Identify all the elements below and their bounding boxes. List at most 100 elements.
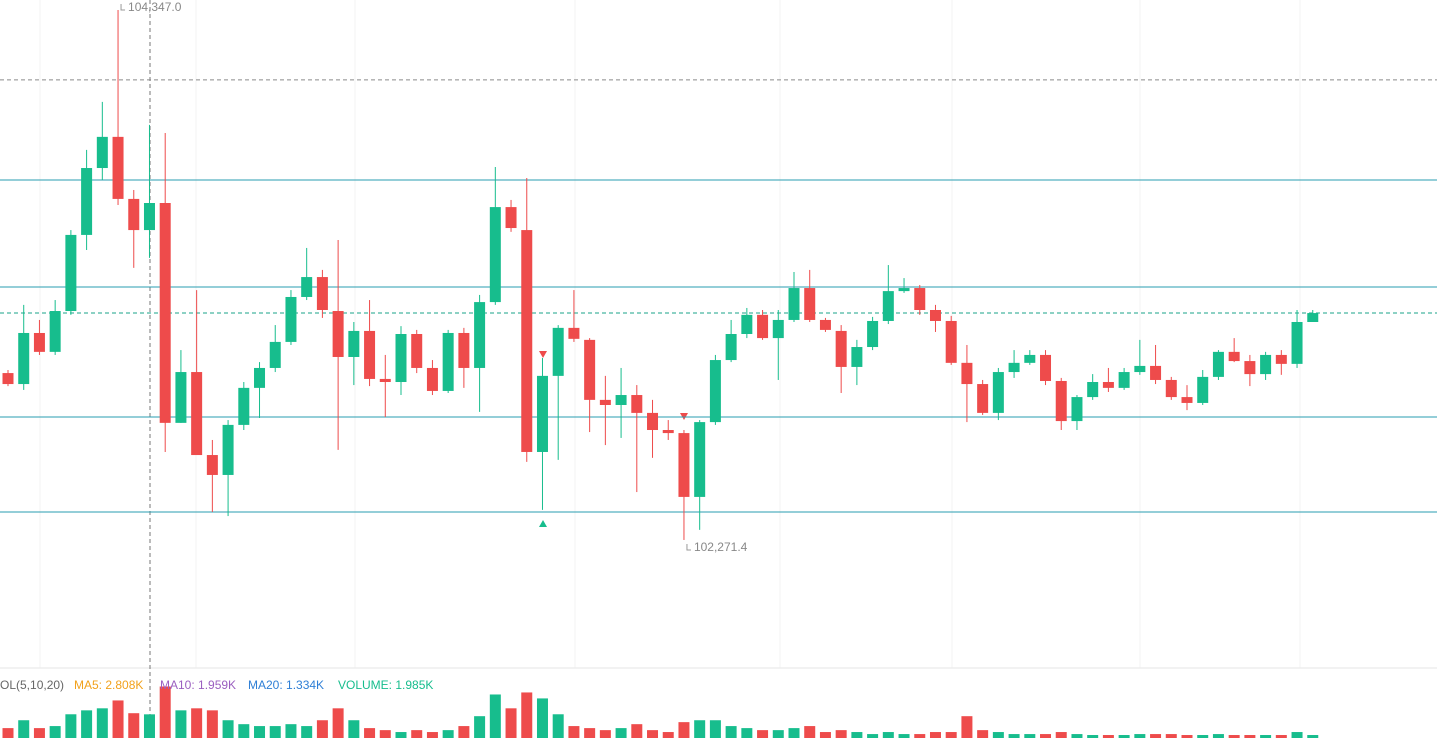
candle-body	[285, 296, 297, 342]
volume-bar	[33, 728, 45, 738]
volume-bar	[1102, 735, 1114, 738]
volume-bar	[1071, 734, 1083, 738]
candle-body	[804, 288, 816, 320]
volume-bar	[772, 730, 784, 738]
volume-bar	[458, 726, 470, 738]
volume-legend: MA5: 2.808K	[74, 678, 143, 692]
candle-body	[112, 136, 124, 199]
volume-bar	[206, 710, 218, 738]
volume-bar	[929, 732, 941, 738]
candle-body	[426, 367, 438, 391]
volume-bar	[741, 728, 753, 738]
candle-body	[788, 288, 800, 320]
volume-bar	[1181, 735, 1193, 738]
volume-bar	[332, 708, 344, 738]
volume-bar	[662, 732, 674, 738]
candle-body	[1212, 351, 1224, 377]
volume-bar	[1165, 734, 1177, 738]
volume-bar	[961, 716, 973, 738]
volume-bar	[1307, 735, 1319, 738]
volume-bar	[269, 726, 281, 738]
volume-bar	[1024, 734, 1036, 738]
candle-body	[694, 422, 706, 497]
candle-body	[757, 314, 769, 339]
candle-body	[364, 330, 376, 379]
candle-body	[442, 332, 454, 391]
volume-bar	[584, 728, 596, 738]
candle-body	[206, 455, 218, 475]
candle-body	[474, 302, 486, 368]
candle-body	[1150, 365, 1162, 380]
volume-bar	[222, 720, 234, 738]
candle-body	[568, 327, 580, 339]
candle-body	[599, 399, 611, 405]
candle-body	[521, 230, 533, 452]
candle-body	[945, 320, 957, 363]
volume-bar	[143, 714, 155, 738]
volume-bar	[552, 714, 564, 738]
candle-body	[961, 362, 973, 385]
volume-bar	[128, 713, 140, 738]
volume-bar	[977, 730, 989, 738]
candle-body	[1275, 354, 1287, 364]
volume-bar	[1134, 734, 1146, 738]
candle-body	[128, 198, 140, 231]
volume-bar	[521, 692, 533, 738]
candle-body	[725, 334, 737, 361]
volume-bar	[694, 720, 706, 738]
volume-bar	[757, 730, 769, 738]
candle-body	[379, 378, 391, 383]
volume-bar	[411, 730, 423, 738]
volume-bar	[898, 734, 910, 738]
volume-bar	[631, 724, 643, 738]
candle-body	[411, 334, 423, 368]
candle-body	[615, 395, 627, 405]
volume-bar	[536, 698, 548, 738]
candle-body	[631, 395, 643, 413]
volume-bar	[254, 726, 266, 738]
candle-body	[33, 332, 45, 352]
volume-bar	[819, 732, 831, 738]
volume-bar	[709, 720, 721, 738]
candle-body	[1118, 372, 1130, 388]
volume-bar	[1228, 735, 1240, 738]
candle-body	[977, 384, 989, 413]
candle-body	[2, 373, 14, 385]
candle-body	[505, 207, 517, 229]
candle-body	[18, 332, 30, 385]
volume-bar	[18, 720, 30, 738]
volume-bar	[1275, 735, 1287, 738]
volume-bar	[489, 694, 501, 738]
volume-bar	[1008, 734, 1020, 738]
volume-bar	[615, 728, 627, 738]
candle-body	[929, 309, 941, 321]
volume-bar	[159, 686, 171, 738]
candle-body	[772, 319, 784, 339]
volume-bar	[725, 726, 737, 738]
candle-body	[1071, 397, 1083, 422]
candle-body	[316, 277, 328, 310]
candle-body	[851, 347, 863, 367]
volume-bar	[1087, 735, 1099, 738]
candle-body	[348, 330, 360, 357]
candle-body	[678, 433, 690, 497]
volume-bar	[992, 732, 1004, 738]
volume-bar	[647, 730, 659, 738]
candle-body	[882, 291, 894, 321]
candle-body	[867, 320, 879, 348]
candle-body	[175, 372, 187, 423]
candle-body	[914, 288, 926, 310]
candle-body	[489, 207, 501, 303]
volume-bar	[1197, 735, 1209, 738]
candle-body	[1087, 382, 1099, 398]
candle-body	[238, 387, 250, 425]
volume-bar	[348, 720, 360, 738]
volume-bar	[301, 726, 313, 738]
volume-bar	[364, 728, 376, 738]
volume-bar	[191, 708, 203, 738]
volume-bar	[1040, 734, 1052, 738]
volume-bar	[1291, 732, 1303, 738]
volume-bar	[442, 730, 454, 738]
volume-bar	[804, 726, 816, 738]
